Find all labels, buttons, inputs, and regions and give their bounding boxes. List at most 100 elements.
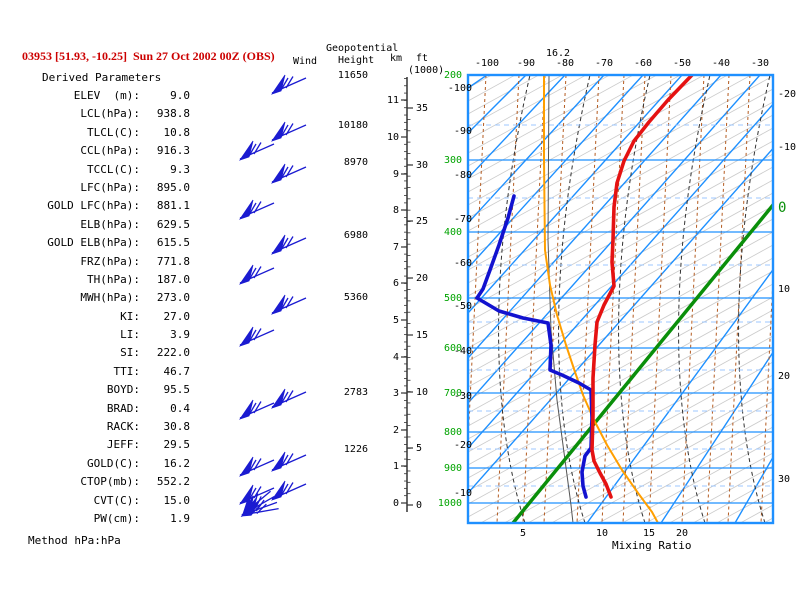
parameter-value: 629.5 — [156, 217, 190, 231]
parameter-value: 552.2 — [156, 475, 190, 489]
parameter-row: BOYD: 95.5 — [12, 381, 190, 399]
parameter-value: 187.0 — [156, 272, 190, 286]
wind-barb — [270, 121, 307, 142]
left-temperature-label: -70 — [454, 214, 472, 225]
barb-feather — [253, 401, 262, 414]
dry-adiabat-line — [763, 517, 773, 523]
km-tick-label: 11 — [387, 95, 399, 106]
parameter-value: 46.7 — [163, 364, 191, 378]
dry-adiabat-line — [468, 218, 773, 388]
parameter-label: TCCL(C): — [87, 162, 140, 176]
pressure-label: 700 — [444, 388, 462, 399]
left-temperature-label: -80 — [454, 170, 472, 181]
km-tick-label: 10 — [387, 132, 399, 143]
isotherm-line — [586, 268, 773, 523]
pressure-label: 900 — [444, 463, 462, 474]
barb-feather — [248, 459, 257, 473]
km-tick-label: 0 — [393, 498, 399, 509]
dry-adiabat-line — [468, 270, 773, 440]
km-tick-label: 6 — [393, 278, 399, 289]
parameter-row: TTI: 46.7 — [12, 363, 191, 381]
km-tick-label: 7 — [393, 242, 399, 253]
wind-barb-column — [238, 74, 307, 517]
top-temperature-label: -50 — [673, 58, 691, 69]
dry-adiabat-line — [468, 335, 773, 505]
mixing-ratio-line — [496, 75, 520, 523]
parameter-row: LI: 3.9 — [12, 326, 190, 344]
wind-barb — [270, 294, 307, 315]
ft-thousand-header: (1000) — [408, 65, 445, 76]
left-temperature-label: -90 — [454, 126, 472, 137]
barb-flag — [270, 121, 286, 142]
pressure-label: 500 — [444, 293, 462, 304]
dry-adiabat-line — [468, 75, 635, 167]
dry-adiabat-line — [574, 413, 773, 523]
parameter-value: 16.2 — [163, 456, 191, 470]
mixing-ratio-line — [648, 75, 672, 523]
mixing-ratio-line — [706, 75, 730, 523]
top-temperature-label: -60 — [634, 58, 652, 69]
geopotential-height-value: 11650 — [338, 70, 368, 81]
left-temperature-label: -100 — [448, 83, 472, 94]
barb-feather — [248, 202, 257, 216]
barb-feather — [285, 482, 294, 495]
barb-flag — [238, 264, 254, 285]
barb-feather — [280, 391, 289, 405]
parameter-value: 9.0 — [170, 89, 190, 102]
derived-parameters-list: ELEV (m): 9.0 LCL(hPa): 938.8 TLCL(C): 10.8 CC… — [12, 87, 190, 528]
ft-tick-label: 10 — [416, 387, 428, 398]
parameter-row: CCL(hPa): 916.3 — [12, 142, 190, 160]
mixing-ratio-line — [576, 75, 600, 523]
km-tick-label: 2 — [393, 425, 399, 436]
parameter-row: ELEV (m): 9.0 — [12, 87, 190, 105]
left-temperature-label: -40 — [454, 346, 472, 357]
moist-adiabat-line — [738, 75, 771, 523]
barb-feather — [285, 76, 294, 89]
barb-flag — [270, 234, 286, 255]
parameter-row: FRZ(hPa): 771.8 — [12, 253, 190, 271]
barb-feather — [285, 123, 294, 136]
parameter-label: LCL(hPa): — [80, 107, 140, 121]
barb-feather — [280, 124, 289, 138]
temperature-profile — [590, 75, 694, 499]
pressure-label: 200 — [444, 70, 462, 81]
chart-frame — [466, 73, 775, 525]
dry-adiabat-line — [550, 400, 773, 523]
parameter-label: ELB(hPa): — [80, 217, 140, 231]
parameter-label: RACK: — [106, 420, 140, 434]
parameter-row: RACK: 30.8 — [12, 418, 190, 436]
isotherm-line — [660, 351, 773, 523]
parameter-row: PW(cm): 1.9 — [12, 510, 190, 528]
wind-barb — [238, 140, 275, 161]
pressure-label: 800 — [444, 427, 462, 438]
parameter-value: 895.0 — [156, 180, 190, 194]
dry-adiabat-line — [715, 491, 773, 523]
isotherm-line — [468, 75, 605, 224]
parameter-label: LI: — [120, 328, 140, 342]
right-temperature-label: 10 — [778, 284, 790, 295]
dry-adiabat-line — [527, 387, 773, 523]
ft-tick-label: 35 — [416, 103, 428, 114]
top-temperature-label: -70 — [595, 58, 613, 69]
top-temperature-label: -30 — [751, 58, 769, 69]
parameter-row: BRAD: 0.4 — [12, 400, 190, 418]
gold-parcel-top-label: 16.2 — [546, 48, 571, 59]
dry-adiabat-line — [479, 361, 773, 523]
barb-feather — [285, 390, 294, 403]
dry-adiabat-line — [503, 374, 773, 523]
barb-feather — [253, 201, 262, 214]
geopotential-height-value: 10180 — [338, 120, 368, 131]
geopotential-height-value: 5360 — [344, 292, 368, 303]
isotherm-line — [468, 147, 773, 494]
barb-feather — [248, 487, 257, 501]
isotherm-line — [468, 75, 722, 359]
mixing-ratio-line — [543, 75, 567, 523]
barb-feather — [280, 237, 289, 251]
parameter-row: GOLD ELB(hPa): 615.5 — [12, 234, 190, 252]
dewpoint-profile — [475, 194, 594, 499]
barb-feather — [280, 454, 289, 468]
mixing-ratio-tick-label: 10 — [596, 528, 608, 539]
wind-barb — [270, 74, 307, 95]
barb-flag — [270, 294, 286, 315]
geopotential-height-value: 1226 — [344, 444, 368, 455]
